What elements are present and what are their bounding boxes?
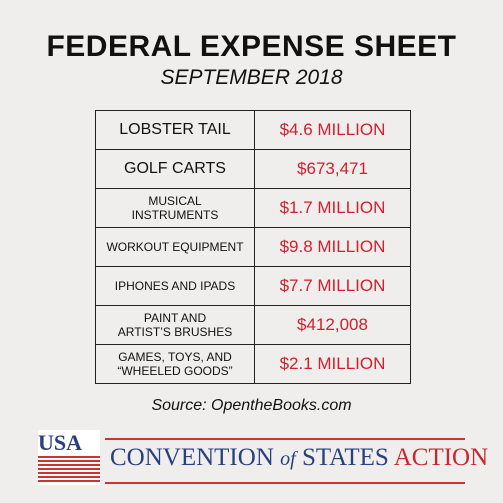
amount-cell: $2.1 MILLION [254, 344, 411, 384]
amount-cell: $7.7 MILLION [254, 266, 411, 306]
logo-badge: USA [38, 430, 100, 485]
source: Source: OpentheBooks.com [151, 397, 352, 414]
logo-name: CONVENTION of STATES ACTION [110, 444, 488, 472]
table-row: GAMES, TOYS, AND “WHEELED GOODS” $2.1 MIL… [95, 344, 411, 384]
logo-word: CONVENTION [110, 444, 274, 471]
item-cell: MUSICAL INSTRUMENTS [95, 188, 255, 228]
divider [105, 482, 465, 484]
badge-text: USA [38, 430, 83, 455]
table-row: GOLF CARTS $673,471 [95, 149, 411, 189]
table-row: MUSICAL INSTRUMENTS $1.7 MILLION [95, 188, 411, 228]
table-row: PAINT AND ARTIST’S BRUSHES $412,008 [95, 305, 411, 345]
item-cell: GAMES, TOYS, AND “WHEELED GOODS” [95, 344, 255, 384]
amount-cell: $4.6 MILLION [254, 110, 411, 150]
item-cell: WORKOUT EQUIPMENT [95, 227, 255, 267]
table-row: IPHONES AND IPADS $7.7 MILLION [95, 266, 411, 306]
table-row: LOBSTER TAIL $4.6 MILLION [95, 110, 411, 150]
logo-word: STATES [301, 444, 389, 471]
amount-cell: $9.8 MILLION [254, 227, 411, 267]
item-cell: LOBSTER TAIL [95, 110, 255, 150]
subtitle: SEPTEMBER 2018 [160, 66, 343, 89]
expense-table: LOBSTER TAIL $4.6 MILLION GOLF CARTS $673,4… [95, 110, 411, 384]
item-cell: PAINT AND ARTIST’S BRUSHES [95, 305, 255, 345]
logo-word: of [280, 448, 296, 470]
badge-stripes [38, 456, 100, 484]
item-cell: IPHONES AND IPADS [95, 266, 255, 306]
table-row: WORKOUT EQUIPMENT $9.8 MILLION [95, 227, 411, 267]
amount-cell: $673,471 [254, 149, 411, 189]
amount-cell: $1.7 MILLION [254, 188, 411, 228]
amount-cell: $412,008 [254, 305, 411, 345]
divider [105, 438, 465, 440]
item-cell: GOLF CARTS [95, 149, 255, 189]
logo-word: ACTION [393, 444, 489, 471]
title: FEDERAL EXPENSE SHEET [46, 30, 457, 63]
